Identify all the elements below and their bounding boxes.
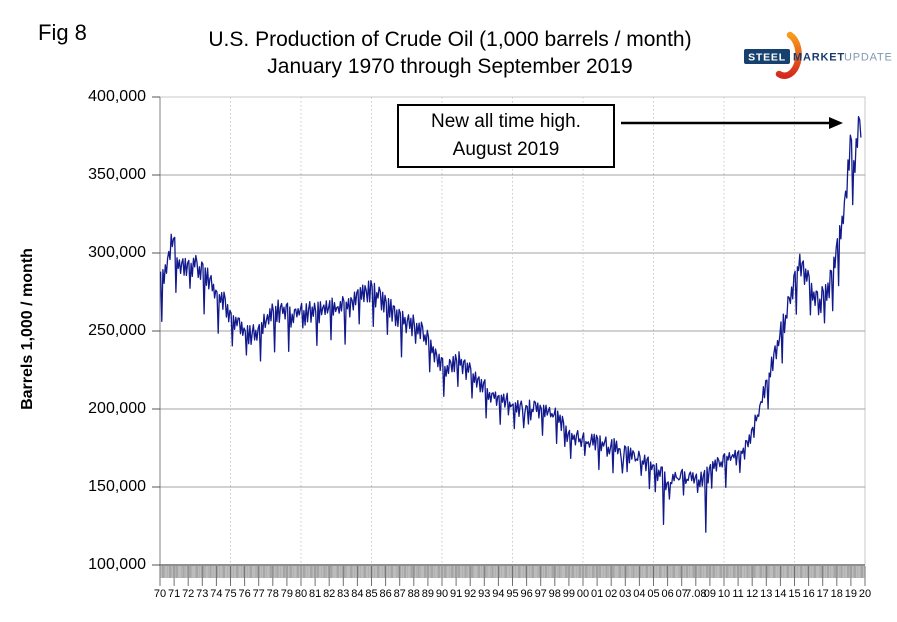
x-axis-tick-label: 88 xyxy=(407,588,420,600)
chart-title: U.S. Production of Crude Oil (1,000 barr… xyxy=(208,28,692,51)
annotation-line2: August 2019 xyxy=(452,139,560,160)
steel-market-update-logo: STEEL MARKET UPDATE xyxy=(738,30,894,80)
x-axis-tick-label: 14 xyxy=(774,588,787,600)
x-axis-tick-label: 72 xyxy=(182,588,195,600)
production-line-series xyxy=(159,115,862,533)
x-axis-tick-label: 85 xyxy=(365,588,378,600)
y-axis-tick-label: 250,000 xyxy=(88,322,146,339)
x-axis-tick-label: 01 xyxy=(590,588,604,600)
orange-crescent-icon xyxy=(775,31,802,79)
x-axis-tick-label: 73 xyxy=(196,588,209,600)
x-axis-tick-label: 06 xyxy=(661,588,674,600)
x-axis-tick-label: 10 xyxy=(717,588,731,600)
x-axis-tick-label: 95 xyxy=(506,588,519,600)
y-axis-tick-label: 400,000 xyxy=(88,88,146,105)
x-axis-tick-label: 74 xyxy=(210,588,223,600)
x-axis-tick-label: 71 xyxy=(167,588,181,600)
x-axis-tick-label: 83 xyxy=(337,588,350,600)
y-axis-tick-label: 300,000 xyxy=(88,244,146,261)
x-axis-tick-label: 09 xyxy=(703,588,717,600)
x-axis-tick-label: 20 xyxy=(858,588,872,600)
annotation-arrow-icon xyxy=(621,117,843,129)
x-axis-tick-label: 04 xyxy=(633,588,646,600)
x-axis-tick-label: 80 xyxy=(294,588,308,600)
x-axis-tick-label: 19 xyxy=(844,588,858,600)
y-axis-tick-label: 150,000 xyxy=(88,478,146,495)
x-axis-tick-label: 07 xyxy=(675,588,688,600)
y-axis-tick-label: 100,000 xyxy=(88,556,146,573)
y-axis-tick-label: 200,000 xyxy=(88,400,146,417)
year-tick-marks xyxy=(159,566,866,586)
x-axis-tick-label: 93 xyxy=(478,588,491,600)
logo-steel-badge xyxy=(744,49,790,64)
annotation-line1: New all time high. xyxy=(431,111,581,132)
x-axis-tick-label: 16 xyxy=(802,588,815,600)
x-axis-tick-label: 05 xyxy=(647,588,660,600)
logo-steel-text: STEEL xyxy=(748,52,786,64)
x-axis-tick-label: 99 xyxy=(562,588,576,600)
logo-market-text: MARKET xyxy=(793,52,845,64)
figure-label: Fig 8 xyxy=(38,20,87,45)
x-axis-tick-label: 90 xyxy=(435,588,449,600)
x-axis-tick-label: 11 xyxy=(732,588,744,600)
x-axis-tick-label: 98 xyxy=(548,588,561,600)
x-axis-tick-label: 91 xyxy=(449,588,463,600)
x-axis-tick-label: 97 xyxy=(534,588,547,600)
x-axis-tick-label: 82 xyxy=(323,588,336,600)
x-axis-tick-label: 79 xyxy=(280,588,294,600)
x-axis-tick-label: 77 xyxy=(252,588,265,600)
logo-update-text: UPDATE xyxy=(844,52,893,64)
y-axis-tick-label: 350,000 xyxy=(88,166,146,183)
x-axis-tick-label: 00 xyxy=(576,588,590,600)
x-axis-tick-label: 84 xyxy=(351,588,364,600)
x-axis-tick-label: 96 xyxy=(520,588,533,600)
x-axis-tick-label: 78 xyxy=(266,588,279,600)
x-axis-tick-label: 13 xyxy=(760,588,773,600)
x-axis-tick-label: 94 xyxy=(492,588,505,600)
x-axis-tick-label: 81 xyxy=(308,588,322,600)
annotation-box: New all time high. August 2019 xyxy=(397,104,615,168)
x-axis-tick-label: 76 xyxy=(238,588,251,600)
x-axis-tick-label: 86 xyxy=(379,588,392,600)
x-axis-tick-label: 75 xyxy=(224,588,237,600)
x-axis-tick-label: 12 xyxy=(746,588,759,600)
x-axis-tick-label: 70 xyxy=(153,588,167,600)
x-axis-tick-label: 7.08 xyxy=(685,588,707,600)
chart-title-block: U.S. Production of Crude Oil (1,000 barr… xyxy=(140,26,760,80)
logo-graphic: STEEL MARKET UPDATE xyxy=(744,31,893,79)
x-axis-tick-label: 89 xyxy=(421,588,435,600)
x-axis-tick-label: 87 xyxy=(393,588,406,600)
x-axis-tick-label: 15 xyxy=(788,588,801,600)
y-tick-marks xyxy=(152,96,160,566)
x-axis-tick-label: 18 xyxy=(830,588,843,600)
x-axis-tick-label: 02 xyxy=(605,588,618,600)
x-axis-tick-label: 17 xyxy=(816,588,829,600)
x-axis-tick-label: 03 xyxy=(619,588,632,600)
x-axis-tick-label: 92 xyxy=(464,588,477,600)
chart-subtitle: January 1970 through September 2019 xyxy=(267,55,633,78)
